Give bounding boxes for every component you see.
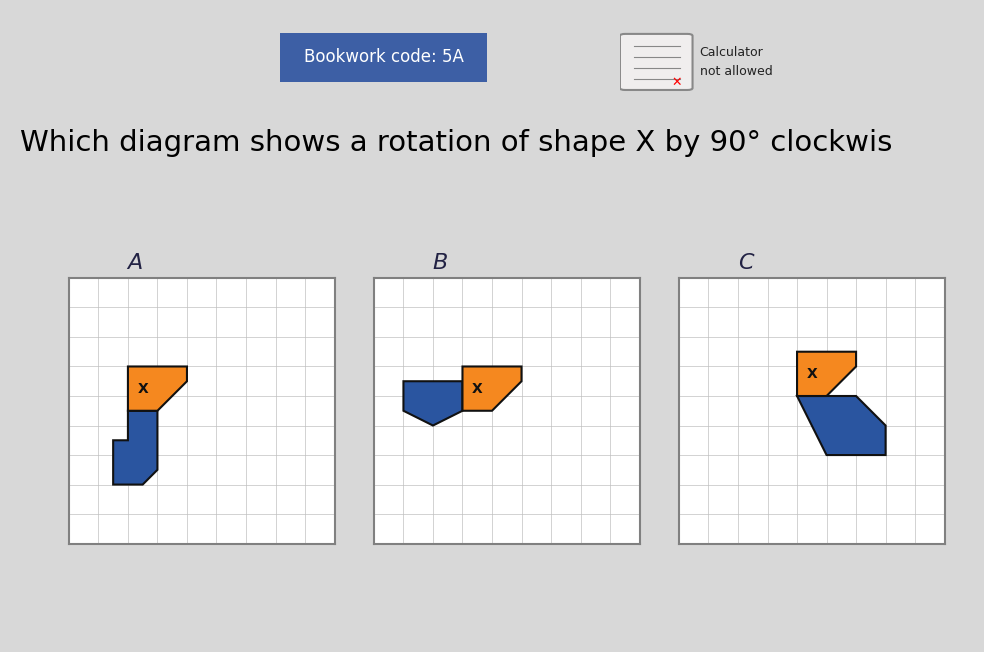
FancyBboxPatch shape — [620, 34, 693, 90]
Text: not allowed: not allowed — [700, 65, 772, 78]
Text: Which diagram shows a rotation of shape X by 90° clockwis: Which diagram shows a rotation of shape … — [20, 130, 892, 157]
Polygon shape — [462, 366, 522, 411]
Polygon shape — [128, 366, 187, 411]
Text: X: X — [472, 381, 482, 396]
Text: A: A — [128, 253, 143, 273]
Text: C: C — [738, 253, 753, 273]
Text: X: X — [138, 381, 148, 396]
FancyBboxPatch shape — [273, 31, 495, 83]
Polygon shape — [797, 396, 886, 455]
Polygon shape — [797, 351, 856, 396]
Text: Bookwork code: 5A: Bookwork code: 5A — [304, 48, 463, 66]
Polygon shape — [403, 381, 462, 426]
Text: Calculator: Calculator — [700, 46, 764, 59]
Polygon shape — [113, 411, 157, 484]
Text: B: B — [433, 253, 448, 273]
Text: ✕: ✕ — [671, 76, 682, 89]
Text: X: X — [807, 367, 817, 381]
